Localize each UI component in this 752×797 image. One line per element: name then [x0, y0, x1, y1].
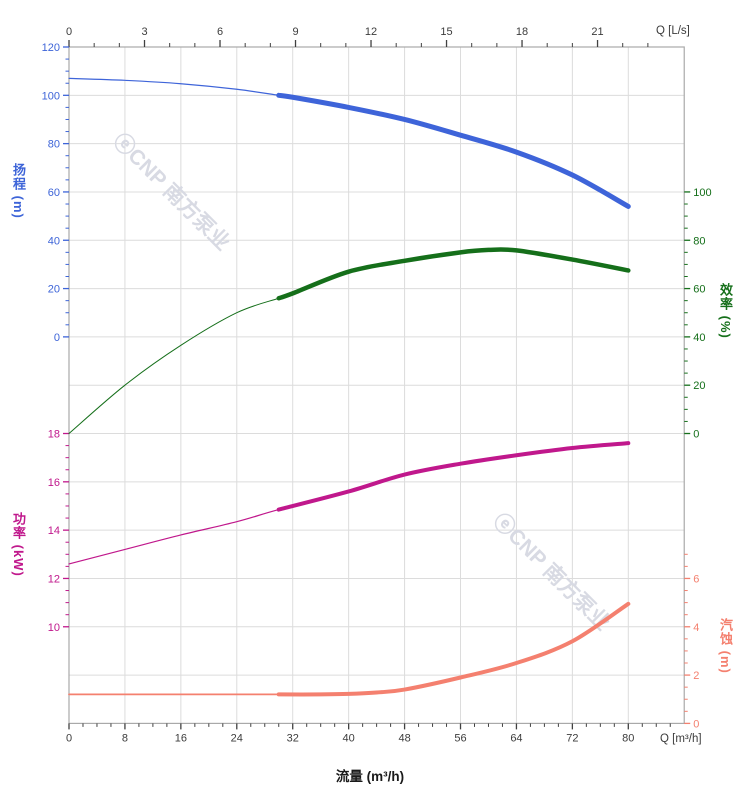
top-axis-tick-label: 6	[217, 26, 223, 38]
power-tick-label: 10	[48, 622, 60, 634]
eff-tick-label: 20	[693, 380, 705, 392]
top-axis-unit-label: Q [L/s]	[656, 25, 690, 37]
curve-npsh-thick	[276, 601, 631, 697]
bottom-axis-tick-label: 8	[122, 732, 128, 744]
eff-tick-label: 100	[693, 187, 711, 199]
power-axis-title: 功率 (kW)	[11, 512, 26, 577]
npsh-tick-label: 4	[693, 622, 699, 634]
eff-tick-label: 60	[693, 284, 705, 296]
eff-tick-label: 40	[693, 332, 705, 344]
top-axis-tick-label: 15	[440, 26, 452, 38]
bottom-axis-tick-label: 56	[454, 732, 466, 744]
top-axis-tick-label: 9	[292, 26, 298, 38]
watermark-text: ⓔCNP 南方泵业	[488, 509, 614, 635]
top-axis-tick-label: 12	[365, 26, 377, 38]
bottom-axis-tick-label: 80	[622, 732, 634, 744]
npsh-tick-label: 0	[693, 718, 699, 730]
head-tick-label: 120	[42, 42, 60, 54]
npsh-axis-title: 汽蚀 (m)	[718, 618, 733, 674]
bottom-axis-tick-label: 0	[66, 732, 72, 744]
bottom-axis-tick-label: 16	[175, 732, 187, 744]
top-axis-tick-label: 18	[516, 26, 528, 38]
npsh-tick-label: 2	[693, 670, 699, 682]
head-tick-label: 60	[48, 187, 60, 199]
curve-eff-thick	[276, 247, 631, 301]
bottom-axis-tick-label: 40	[343, 732, 355, 744]
bottom-axis-tick-label: 72	[566, 732, 578, 744]
bottom-axis-tick-label: 48	[398, 732, 410, 744]
npsh-tick-label: 6	[693, 573, 699, 585]
bottom-axis-tick-label: 24	[231, 732, 243, 744]
power-tick-label: 16	[48, 477, 60, 489]
bottom-axis-tick-label: 64	[510, 732, 522, 744]
eff-tick-label: 80	[693, 235, 705, 247]
top-axis-tick-label: 21	[591, 26, 603, 38]
top-axis-tick-label: 3	[141, 26, 147, 38]
curve-power-thick	[276, 441, 631, 512]
bottom-axis-unit-label: Q [m³/h]	[660, 733, 702, 745]
head-tick-label: 80	[48, 139, 60, 151]
top-axis-tick-label: 0	[66, 26, 72, 38]
bottom-axis-tick-label: 32	[287, 732, 299, 744]
head-tick-label: 0	[54, 332, 60, 344]
curve-head-thick	[276, 92, 631, 209]
power-tick-label: 18	[48, 429, 60, 441]
x-axis-title: 流量 (m³/h)	[335, 769, 405, 784]
head-tick-label: 40	[48, 235, 60, 247]
head-tick-label: 20	[48, 284, 60, 296]
power-tick-label: 12	[48, 573, 60, 585]
head-axis-title: 扬程 (m)	[11, 163, 26, 219]
head-tick-label: 100	[42, 90, 60, 102]
power-tick-label: 14	[48, 525, 60, 537]
efficiency-axis-title: 效率 (%)	[718, 283, 733, 339]
eff-tick-label: 0	[693, 429, 699, 441]
